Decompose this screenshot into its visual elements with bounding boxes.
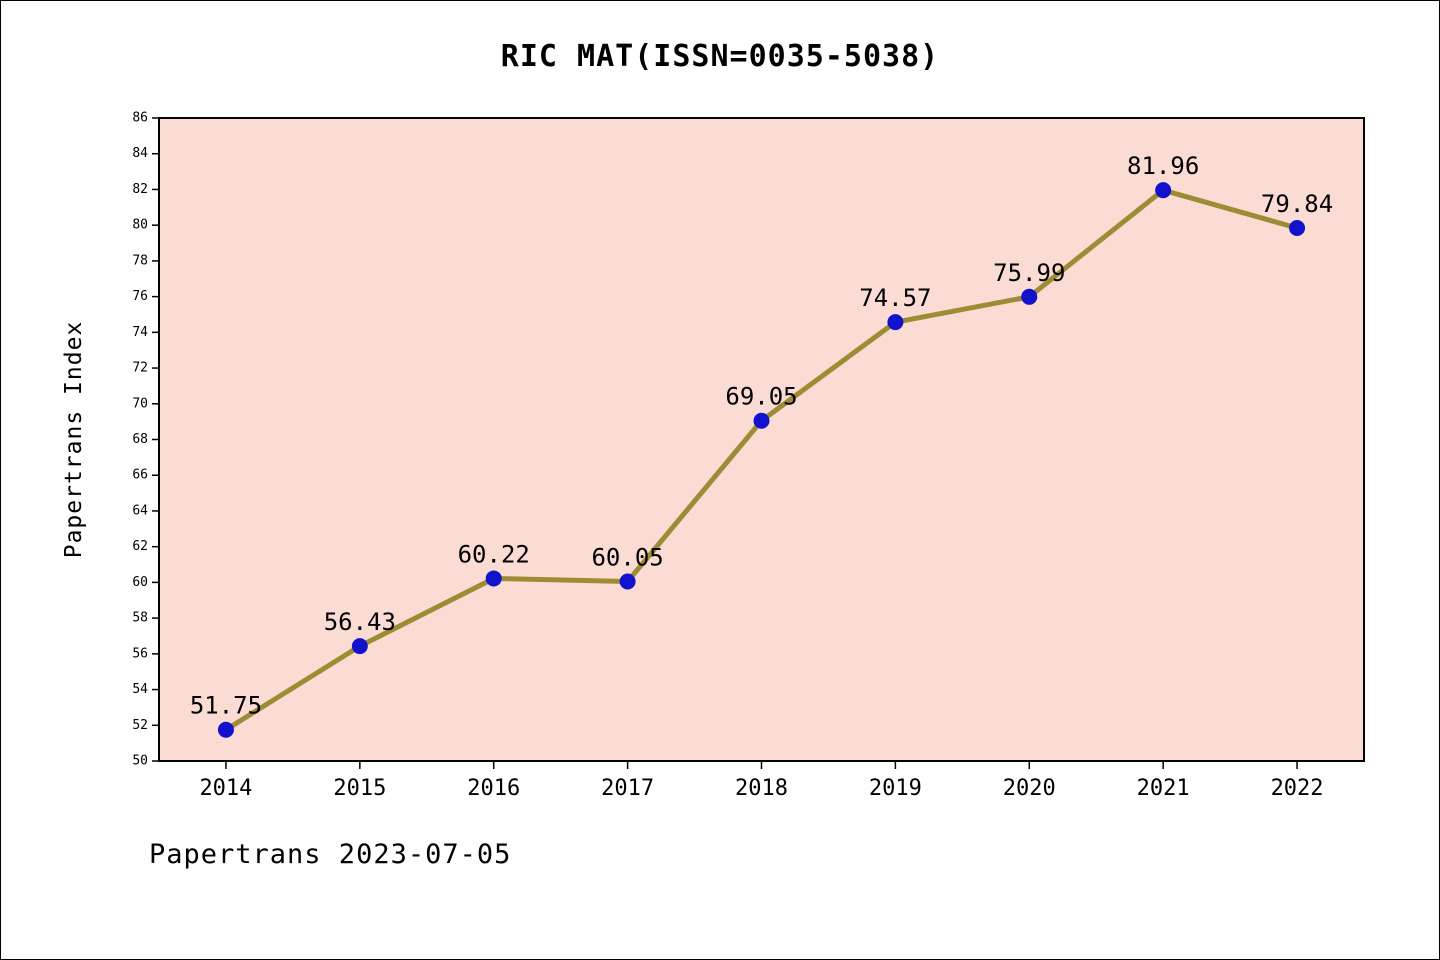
data-point-label: 74.57: [859, 284, 931, 312]
data-point-label: 79.84: [1261, 190, 1333, 218]
y-axis-tick-label: 52: [132, 718, 148, 733]
x-axis-tick-label: 2020: [1003, 776, 1056, 801]
y-axis-tick-label: 68: [132, 432, 148, 447]
x-axis-tick-label: 2018: [735, 776, 788, 801]
plot-border: [158, 117, 1365, 762]
x-axis-tick-label: 2021: [1137, 776, 1190, 801]
data-point-marker: [1021, 288, 1038, 305]
data-point-label: 56.43: [324, 608, 396, 636]
data-point-marker: [1289, 220, 1306, 237]
data-point-marker: [753, 412, 770, 429]
y-axis-tick-label: 50: [132, 754, 148, 769]
data-point-marker: [619, 573, 636, 590]
x-axis-tick-label: 2017: [601, 776, 654, 801]
y-axis-tick-label: 80: [132, 218, 148, 233]
y-axis-tick-label: 70: [132, 396, 148, 411]
data-point-marker: [217, 721, 234, 738]
y-axis-tick-label: 58: [132, 611, 148, 626]
chart-footer-watermark: Papertrans 2023-07-05: [149, 839, 512, 870]
y-axis-tick-label: 54: [132, 682, 148, 697]
data-point-label: 51.75: [190, 692, 262, 720]
data-point-marker: [887, 314, 904, 331]
x-axis-tick-label: 2015: [333, 776, 386, 801]
x-axis-tick-label: 2016: [467, 776, 520, 801]
y-axis-tick-label: 56: [132, 646, 148, 661]
y-axis-tick-label: 66: [132, 468, 148, 483]
data-point-label: 69.05: [725, 383, 797, 411]
data-point-label: 75.99: [993, 259, 1065, 287]
data-point-label: 60.05: [591, 543, 663, 571]
data-point-label: 60.22: [458, 540, 530, 568]
y-axis-tick-label: 84: [132, 146, 148, 161]
chart-title: RIC MAT(ISSN=0035-5038): [500, 39, 940, 74]
y-axis-tick-label: 78: [132, 253, 148, 268]
y-axis-tick-label: 86: [132, 111, 148, 126]
y-axis-tick-label: 62: [132, 539, 148, 554]
plot-background: [159, 118, 1364, 761]
data-point-marker: [485, 570, 502, 587]
y-axis-tick-label: 74: [132, 325, 148, 340]
x-axis-tick-label: 2019: [869, 776, 922, 801]
y-axis-title: Papertrans Index: [61, 321, 87, 559]
data-point-marker: [351, 638, 368, 655]
y-axis-tick-label: 76: [132, 289, 148, 304]
y-axis-tick-label: 82: [132, 182, 148, 197]
y-axis-tick-label: 64: [132, 503, 148, 518]
y-axis-tick-label: 72: [132, 361, 148, 376]
data-point-marker: [1155, 182, 1172, 199]
x-axis-tick-label: 2022: [1271, 776, 1324, 801]
x-axis-tick-label: 2014: [199, 776, 252, 801]
y-axis-tick-label: 60: [132, 575, 148, 590]
data-point-label: 81.96: [1127, 152, 1199, 180]
